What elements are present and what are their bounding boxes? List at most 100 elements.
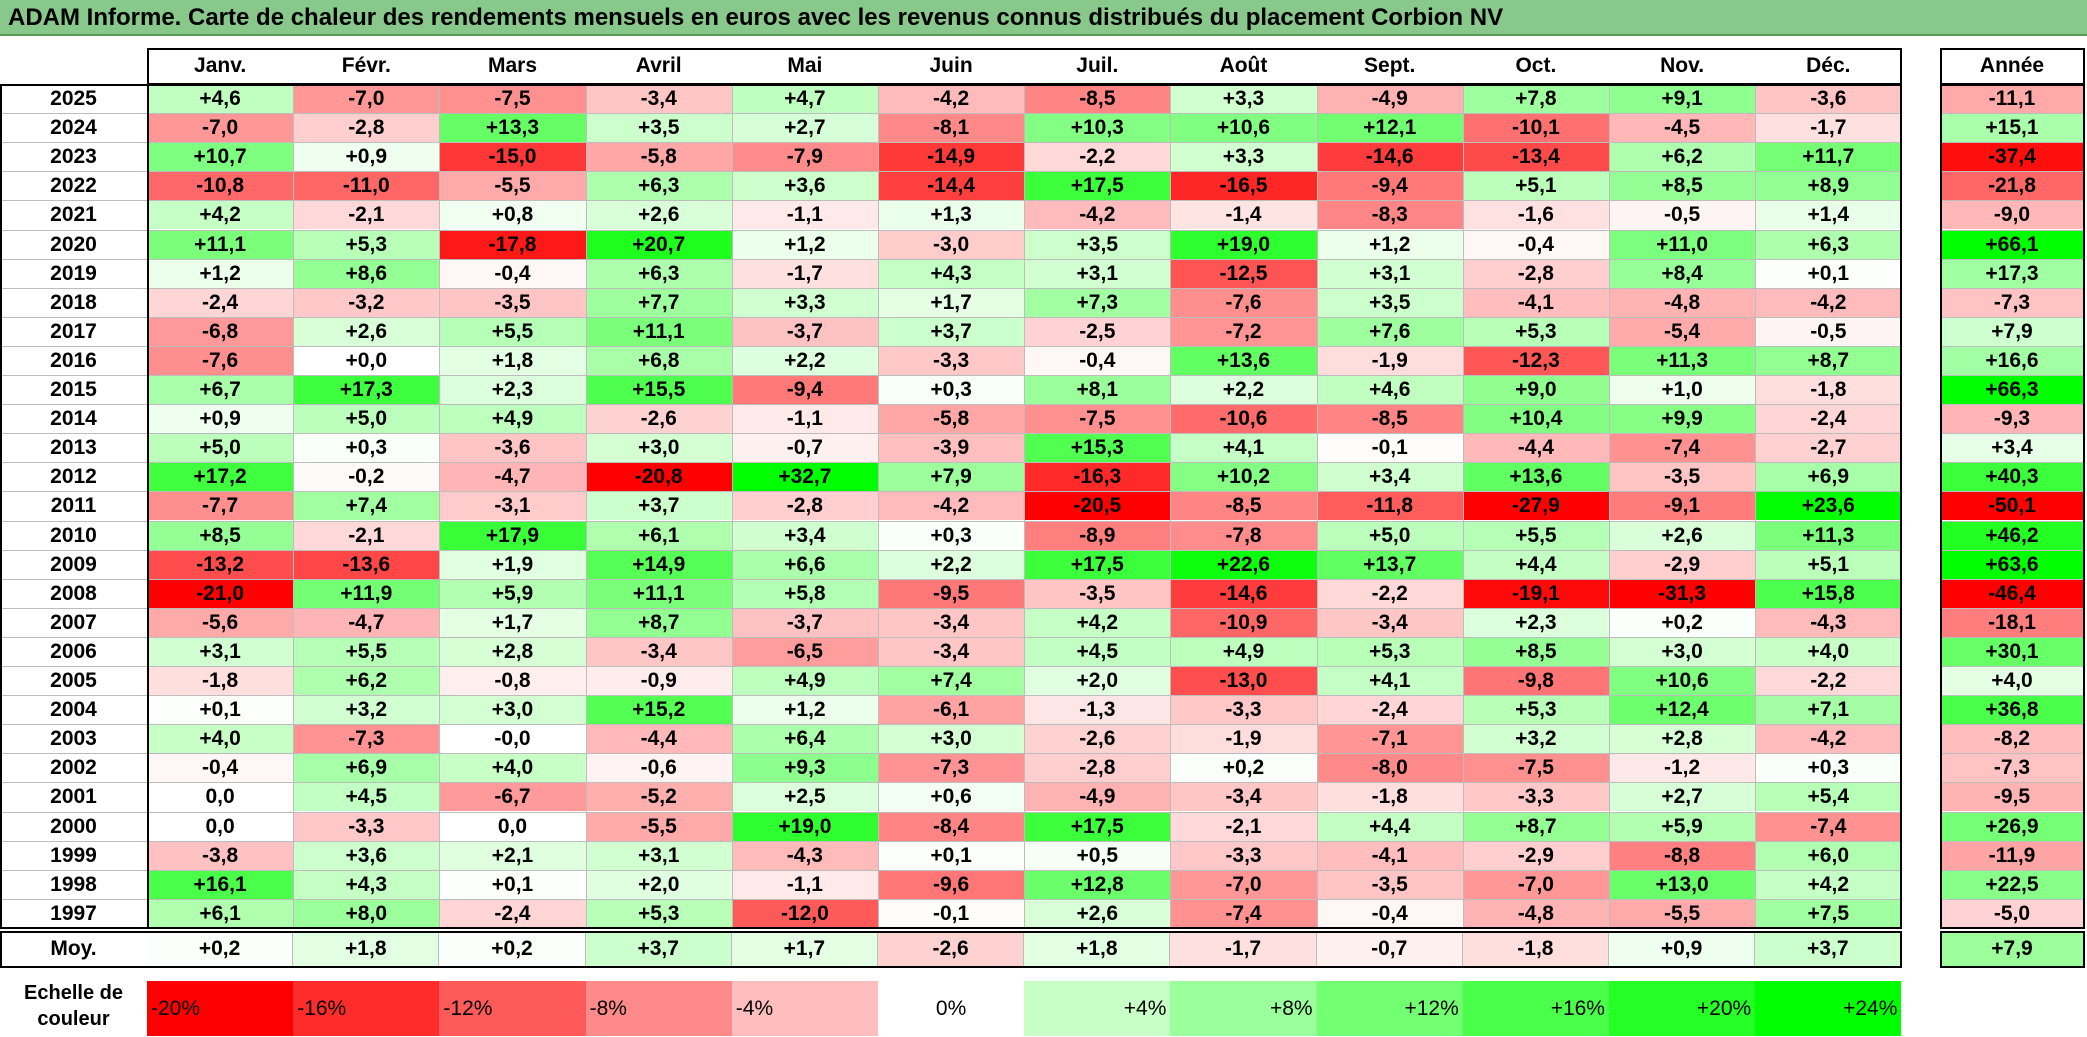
row-year-label: 2004 xyxy=(50,698,97,722)
heatmap-cell: +15,5 xyxy=(585,375,732,405)
heatmap-cell: -7,9 xyxy=(731,142,878,172)
heatmap-cell: +2,7 xyxy=(731,113,878,143)
heatmap-cell: -0,2 xyxy=(293,462,440,492)
column-header: Févr. xyxy=(341,54,391,77)
heatmap-cell: -21,0 xyxy=(147,578,294,608)
grid-line xyxy=(0,840,1902,842)
heatmap-cell: -11,0 xyxy=(293,171,440,201)
heatmap-cell: +2,6 xyxy=(1609,520,1756,550)
heatmap-cell: -6,8 xyxy=(147,316,294,346)
grid-line xyxy=(439,84,441,928)
heatmap-cell: -2,1 xyxy=(293,520,440,550)
color-scale-step: +4% xyxy=(1024,981,1171,1036)
grid-line xyxy=(0,520,1902,522)
heatmap-cell: +0,1 xyxy=(1755,258,1902,288)
grid-line xyxy=(1940,607,2084,609)
heatmap-cell: -2,9 xyxy=(1462,840,1609,870)
heatmap-cell: -2,8 xyxy=(731,491,878,521)
heatmap-cell: +0,3 xyxy=(878,375,1025,405)
column-header: Mars xyxy=(487,54,537,77)
grid-line xyxy=(0,200,1902,202)
heatmap-cell: +8,5 xyxy=(147,520,294,550)
grid-line xyxy=(1940,869,2084,871)
heatmap-cell: +3,6 xyxy=(731,171,878,201)
heatmap-cell: +0,3 xyxy=(878,520,1025,550)
grid-line xyxy=(0,782,1902,784)
heatmap-cell: -3,3 xyxy=(1462,782,1609,812)
heatmap-cell: +0,0 xyxy=(293,345,440,375)
column-header: Mai xyxy=(787,54,823,77)
heatmap-cell: -14,6 xyxy=(1316,142,1463,172)
heatmap-cell: +2,0 xyxy=(585,869,732,899)
heatmap-cell: +12,4 xyxy=(1609,695,1756,725)
heatmap-cell: +0,5 xyxy=(1024,840,1171,870)
heatmap-cell: -8,5 xyxy=(1170,491,1317,521)
heatmap-cell: +1,0 xyxy=(1609,375,1756,405)
heatmap-cell: -7,8 xyxy=(1170,520,1317,550)
row-year-label: 2012 xyxy=(50,465,97,489)
heatmap-cell: -8,3 xyxy=(1316,200,1463,230)
average-cell: +0,2 xyxy=(147,931,294,967)
heatmap-cell: -9,1 xyxy=(1609,491,1756,521)
row-year-label: 2020 xyxy=(50,232,97,256)
heatmap-cell: +2,3 xyxy=(1462,607,1609,637)
heatmap-cell: -7,6 xyxy=(147,345,294,375)
heatmap-cell: +7,5 xyxy=(1755,898,1902,928)
heatmap-cell: +1,2 xyxy=(731,695,878,725)
heatmap-cell: +10,7 xyxy=(147,142,294,172)
heatmap-cell: -3,4 xyxy=(878,636,1025,666)
heatmap-cell: -4,7 xyxy=(293,607,440,637)
heatmap-cell: -7,3 xyxy=(293,724,440,754)
heatmap-cell: +1,8 xyxy=(439,345,586,375)
heatmap-cell: -12,0 xyxy=(731,898,878,928)
heatmap-cell: -9,8 xyxy=(1462,666,1609,696)
heatmap-cell: -4,2 xyxy=(878,84,1025,114)
row-year-label: 2015 xyxy=(50,378,97,401)
heatmap-cell: -5,4 xyxy=(1609,316,1756,346)
heatmap-cell: -8,1 xyxy=(878,113,1025,143)
heatmap-cell: +4,9 xyxy=(731,666,878,696)
grid-line xyxy=(1940,171,2084,173)
heatmap-cell: -5,2 xyxy=(585,782,732,812)
annual-total-cell: +30,1 xyxy=(1940,636,2084,666)
average-cell: +1,8 xyxy=(293,931,440,967)
heatmap-cell: +0,1 xyxy=(439,869,586,899)
annual-total-cell: +7,9 xyxy=(1940,316,2084,346)
heatmap-cell: -16,5 xyxy=(1170,171,1317,201)
heatmap-cell: +3,1 xyxy=(1316,258,1463,288)
heatmap-cell: +7,3 xyxy=(1024,287,1171,317)
heatmap-cell: -7,4 xyxy=(1755,811,1902,841)
grid-line xyxy=(1940,636,2084,638)
heatmap-cell: +3,6 xyxy=(293,840,440,870)
heatmap-cell: -4,4 xyxy=(585,724,732,754)
heatmap-cell: +8,7 xyxy=(585,607,732,637)
heatmap-cell: -1,9 xyxy=(1170,724,1317,754)
heatmap-cell: -13,4 xyxy=(1462,142,1609,172)
heatmap-cell: -2,5 xyxy=(1024,316,1171,346)
heatmap-cell: -7,0 xyxy=(1170,869,1317,899)
heatmap-cell: +1,9 xyxy=(439,549,586,579)
heatmap-cell: +15,2 xyxy=(585,695,732,725)
heatmap-cell: -7,4 xyxy=(1170,898,1317,928)
heatmap-cell: +10,6 xyxy=(1170,113,1317,143)
heatmap-cell: -2,4 xyxy=(439,898,586,928)
grid-line xyxy=(1170,84,1172,928)
grid-line xyxy=(1940,840,2084,842)
heatmap-cell: -8,4 xyxy=(878,811,1025,841)
heatmap-cell: +3,3 xyxy=(731,287,878,317)
heatmap-cell: +9,1 xyxy=(1609,84,1756,114)
average-row-label: Moy. xyxy=(50,937,97,960)
grid-line xyxy=(0,113,1902,115)
grid-line xyxy=(1940,811,2084,813)
heatmap-cell: +5,9 xyxy=(439,578,586,608)
heatmap-cell: -13,6 xyxy=(293,549,440,579)
heatmap-cell: +5,0 xyxy=(293,404,440,434)
row-year-label: 2018 xyxy=(50,290,97,314)
heatmap-cell: -5,5 xyxy=(585,811,732,841)
column-header: Sept. xyxy=(1364,54,1416,77)
heatmap-cell: +4,9 xyxy=(1170,636,1317,666)
heatmap-cell: -4,3 xyxy=(731,840,878,870)
annual-total-cell: -5,0 xyxy=(1940,898,2084,928)
row-year-label: 2013 xyxy=(50,436,97,460)
row-year-label: 2010 xyxy=(50,523,97,547)
